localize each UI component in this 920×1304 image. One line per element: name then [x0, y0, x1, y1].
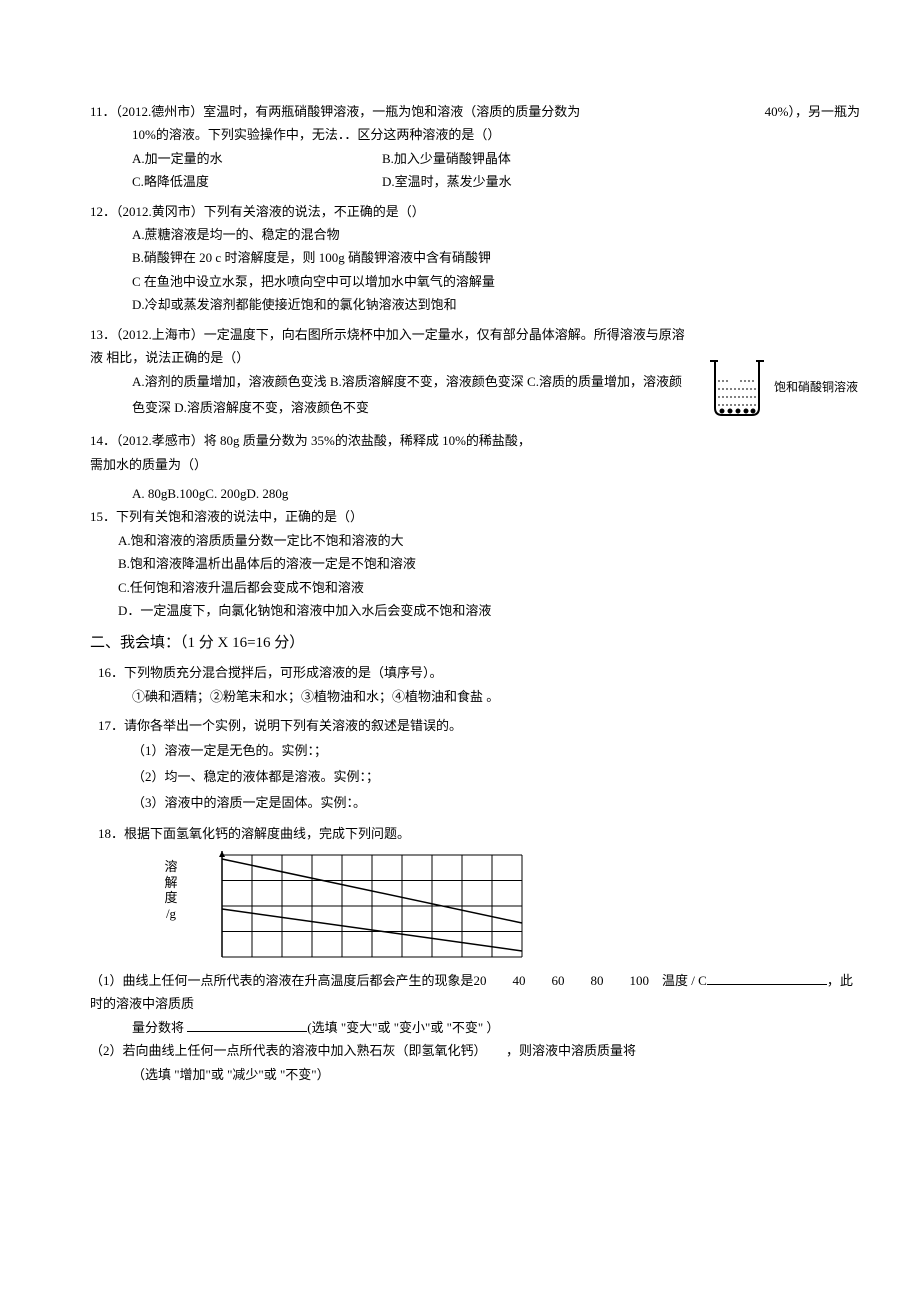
solubility-chart: 溶 解 度 /g [160, 851, 860, 963]
q14-opts: A. 80gB.100gC. 200gD. 280g [132, 482, 860, 505]
chart-ylabel: 溶 解 度 /g [160, 851, 182, 963]
q18-stem: 18．根据下面氢氧化钙的溶解度曲线，完成下列问题。 [98, 822, 860, 845]
q11-opt-a: A.加一定量的水 [132, 147, 382, 170]
q11-pct: 40%），另一瓶为 [710, 100, 860, 123]
question-17: 17．请你各举出一个实例，说明下列有关溶液的叙述是错误的。 （1）溶液一定是无色… [90, 714, 860, 815]
q11-stem-b: 10%的溶液。下列实验操作中，无法．．区分这两种溶液的是（） [132, 123, 860, 146]
beaker-label: 饱和硝酸铜溶液 [774, 377, 858, 399]
q15-opt-a: A.饱和溶液的溶质质量分数一定比不饱和溶液的大 [118, 529, 860, 552]
q14-stem-a: 14．（2012.孝感市）将 80g 质量分数为 35%的浓盐酸，稀释成 10%… [90, 429, 692, 452]
beaker-icon [700, 353, 770, 423]
q16-opts: ①碘和酒精；②粉笔末和水；③植物油和水；④植物油和食盐 。 [132, 685, 860, 708]
q13-stem: 13．（2012.上海市）一定温度下，向右图所示烧杯中加入一定量水，仅有部分晶体… [90, 323, 692, 370]
q11-stem: 11．（2012.德州市）室温时，有两瓶硝酸钾溶液，一瓶为饱和溶液（溶质的质量分… [90, 100, 860, 123]
section-2-title: 二、我会填：（1 分 X 16=16 分） [90, 630, 860, 657]
q17-sub2: （2）均一、稳定的液体都是溶液。实例：； [132, 764, 860, 790]
q18-sub2-b: （选填 "增加"或 "减少"或 "不变"） [132, 1063, 860, 1086]
q15-stem: 15．下列有关饱和溶液的说法中，正确的是（） [90, 505, 860, 528]
q15-opt-c: C.任何饱和溶液升温后都会变成不饱和溶液 [118, 576, 860, 599]
q12-opt-c: C 在鱼池中设立水泵，把水喷向空中可以增加水中氧气的溶解量 [132, 270, 860, 293]
q12-opt-b: B.硝酸钾在 20 c 时溶解度是，则 100g 硝酸钾溶液中含有硝酸钾 [132, 246, 860, 269]
question-12: 12．（2012.黄冈市）下列有关溶液的说法，不正确的是（） A.蔗糖溶液是均一… [90, 200, 860, 317]
blank-input[interactable] [707, 970, 827, 985]
q15-opt-d: D．一定温度下，向氯化钠饱和溶液中加入水后会变成不饱和溶液 [118, 599, 860, 622]
q11-num: 11． [90, 104, 116, 119]
q12-stem: 12．（2012.黄冈市）下列有关溶液的说法，不正确的是（） [90, 200, 860, 223]
q15-opt-b: B.饱和溶液降温析出晶体后的溶液一定是不饱和溶液 [118, 552, 860, 575]
q17-sub3: （3）溶液中的溶质一定是固体。实例：。 [132, 790, 860, 816]
q11-options-row1: A.加一定量的水 B.加入少量硝酸钾晶体 [132, 147, 860, 170]
q14-stem-b: 需加水的质量为（） [90, 453, 692, 476]
q11-opt-d: D.室温时，蒸发少量水 [382, 170, 632, 193]
question-13: 13．（2012.上海市）一定温度下，向右图所示烧杯中加入一定量水，仅有部分晶体… [90, 323, 860, 477]
q11-opt-b: B.加入少量硝酸钾晶体 [382, 147, 632, 170]
q18-sub1: （1）曲线上任何一点所代表的溶液在升高温度后都会产生的现象是20 40 60 8… [90, 969, 860, 1016]
q17-stem: 17．请你各举出一个实例，说明下列有关溶液的叙述是错误的。 [98, 714, 860, 737]
question-16: 16．下列物质充分混合搅拌后，可形成溶液的是（填序号）。 ①碘和酒精；②粉笔末和… [90, 661, 860, 708]
q12-opt-a: A.蔗糖溶液是均一的、稳定的混合物 [132, 223, 860, 246]
q17-sub1: （1）溶液一定是无色的。实例：； [132, 738, 860, 764]
blank-input[interactable] [187, 1017, 307, 1032]
question-11: 11．（2012.德州市）室温时，有两瓶硝酸钾溶液，一瓶为饱和溶液（溶质的质量分… [90, 100, 860, 194]
q11-opt-c: C.略降低温度 [132, 170, 382, 193]
q12-opt-d: D.冷却或蒸发溶剂都能使接近饱和的氯化钠溶液达到饱和 [132, 293, 860, 316]
q18-sub2: （2）若向曲线上任何一点所代表的溶液中加入熟石灰（即氢氧化钙） ，则溶液中溶质质… [90, 1039, 860, 1062]
beaker-figure: 饱和硝酸铜溶液 [700, 353, 860, 423]
q18-sub1-b: 量分数将 (选填 "变大"或 "变小"或 "不变" ） [132, 1016, 860, 1039]
question-18: 18．根据下面氢氧化钙的溶解度曲线，完成下列问题。 溶 解 度 /g （1）曲线… [90, 822, 860, 1086]
q13-opts: A.溶剂的质量增加，溶液颜色变浅 B.溶质溶解度不变，溶液颜色变深 C.溶质的质… [132, 369, 692, 421]
q16-stem: 16．下列物质充分混合搅拌后，可形成溶液的是（填序号）。 [98, 661, 860, 684]
question-15: 15．下列有关饱和溶液的说法中，正确的是（） A.饱和溶液的溶质质量分数一定比不… [90, 505, 860, 622]
q11-options-row2: C.略降低温度 D.室温时，蒸发少量水 [132, 170, 860, 193]
chart-grid [182, 851, 532, 963]
